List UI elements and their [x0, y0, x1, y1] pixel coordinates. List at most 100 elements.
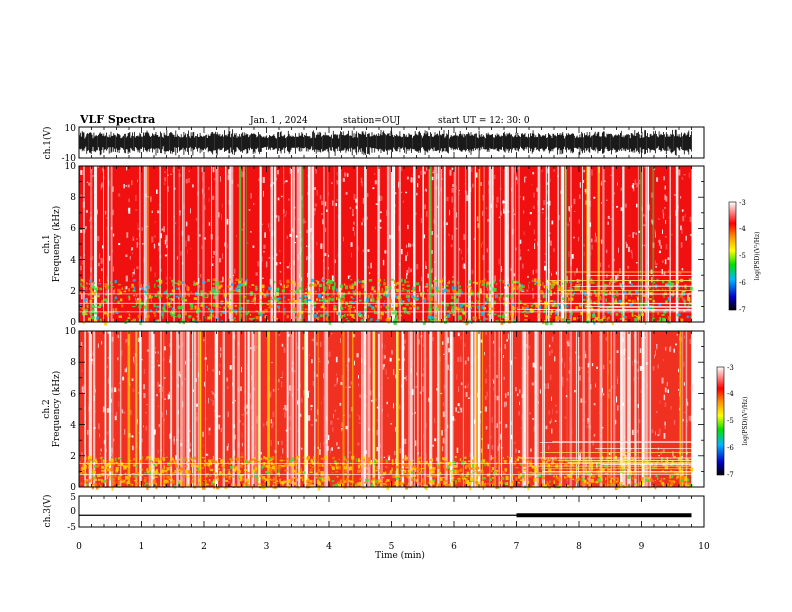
spec2-texture-dot [459, 356, 462, 362]
spec1-lowband-cell [297, 312, 300, 317]
spec1-texture-dot [578, 194, 581, 199]
spec1-lowband-cell [454, 305, 457, 307]
spec1-lowband-cell [470, 306, 472, 310]
spec1-lowband-cell [156, 319, 160, 322]
spec1-lowband-cell [549, 288, 552, 293]
spec1-lowband-cell [613, 310, 616, 312]
spec1-texture-dot [342, 177, 345, 182]
spec2-lowband-cell [385, 459, 388, 463]
spec2-lowband-cell [564, 476, 566, 479]
spec1-texture-dot [689, 234, 692, 236]
spec2-texture-dot [421, 373, 424, 377]
spec1-lowband-cell [135, 303, 137, 306]
spec2-lowband-cell [482, 485, 484, 490]
spec2-lowband-cell [541, 483, 544, 487]
spec2-lowband-cell [293, 464, 295, 466]
spec1-texture-dot [613, 259, 615, 261]
spec2-lowband-cell [264, 462, 267, 465]
spec1-lowband-cell [213, 291, 217, 296]
spec2-texture-dot [347, 369, 350, 371]
spec2-lowband-cell [669, 485, 672, 488]
spec2-lowband-cell [116, 470, 118, 473]
spec2-lowband-cell [591, 461, 594, 465]
spec2-streak [634, 331, 637, 487]
spec1-lowband-cell [86, 305, 89, 309]
spec2-texture-dot [496, 423, 498, 428]
spec1-texture-dot [262, 277, 264, 279]
spec2-lowband-cell [110, 458, 114, 463]
spec2-streak [247, 331, 250, 487]
spec2-texture-dot [284, 411, 286, 418]
spec2-texture-dot [349, 451, 352, 454]
spec2-texture-dot [561, 358, 563, 363]
spec2-streak [160, 331, 162, 487]
spec2-lowband-cell [683, 476, 687, 480]
spec1-lowband-cell [163, 291, 167, 294]
spec1-lowband-cell [138, 319, 140, 323]
spec2-lowband-cell [188, 477, 190, 481]
spec2-lowband-cell [378, 479, 382, 483]
spec2-texture-dot [515, 448, 517, 453]
spec1-lowband-cell [497, 314, 501, 318]
spec2-texture-dot [663, 394, 666, 401]
spec2-texture-dot [503, 376, 505, 380]
spec1-lowband-cell [121, 304, 124, 308]
spec2-lowband-cell [240, 474, 244, 477]
spec1-lowband-cell [635, 315, 637, 318]
spec1-lowband-cell [662, 317, 665, 321]
spec1-lowband-cell [458, 288, 462, 293]
spec2-lowband-cell [495, 486, 498, 489]
spec1-lowband-cell [114, 296, 118, 300]
spec1-lowband-cell [485, 294, 488, 298]
spec1-lowband-cell [493, 313, 497, 316]
spec1-texture-dot [625, 241, 627, 244]
spec1-lowband-cell [319, 283, 323, 288]
spec2-texture-dot [356, 414, 359, 416]
spec1-lowband-cell [662, 288, 664, 291]
spec1-texture-dot [635, 262, 638, 264]
spec1-texture-dot [219, 258, 222, 263]
spec1-lowband-cell [583, 321, 585, 324]
spec1-lowband-cell [145, 286, 149, 289]
spec1-lowband-cell [603, 283, 607, 286]
spec1-lowband-cell [321, 292, 325, 294]
spec2-lowband-cell [272, 482, 275, 485]
spec2-lowband-cell [267, 482, 270, 485]
spec1-texture-dot [427, 273, 429, 279]
spec2-lowband-cell [268, 478, 270, 480]
spec1-lowband-cell [120, 298, 123, 301]
spec1-lowband-cell [529, 309, 531, 314]
spec2-lowband-cell [511, 480, 514, 485]
spec2-lowband-cell [94, 478, 97, 482]
spec2-lowband-cell [415, 479, 418, 482]
spec1-lowband-cell [586, 297, 588, 300]
spec1-texture-dot [449, 169, 452, 176]
spec1-texture-dot [179, 212, 181, 216]
spec1-lowband-cell [89, 300, 92, 303]
spec2-lowband-cell [680, 482, 683, 486]
spec1-lowband-cell [611, 321, 614, 326]
spec1-texture-dot [213, 251, 215, 255]
spec2-streak [438, 331, 441, 487]
spec1-lowband-cell [329, 280, 333, 284]
spec1-texture-dot [416, 295, 419, 297]
spec1-lowband-cell [343, 283, 346, 286]
spec1-lowband-cell [135, 298, 137, 302]
spec1-lowband-cell [534, 278, 537, 283]
spec2-lowband-cell [430, 473, 434, 477]
spec1-texture-dot [500, 266, 502, 272]
spec2-lowband-cell [572, 486, 574, 490]
spec2-lowband-cell [579, 472, 582, 475]
spec2-lowband-cell [292, 469, 296, 473]
spec1-lowband-cell [99, 303, 103, 307]
spec1-lowband-cell [291, 280, 295, 285]
spec1-texture-dot [628, 280, 630, 284]
spec2-texture-dot [220, 347, 222, 352]
spec2-lowband-cell [246, 471, 250, 474]
spec2-lowband-cell [402, 464, 405, 467]
spec1-texture-dot [451, 167, 454, 171]
spec2-lowband-cell [344, 455, 346, 459]
spec1-lowband-cell [385, 294, 389, 298]
spec1-lowband-cell [383, 279, 385, 281]
spec1-lowband-cell [495, 294, 497, 299]
